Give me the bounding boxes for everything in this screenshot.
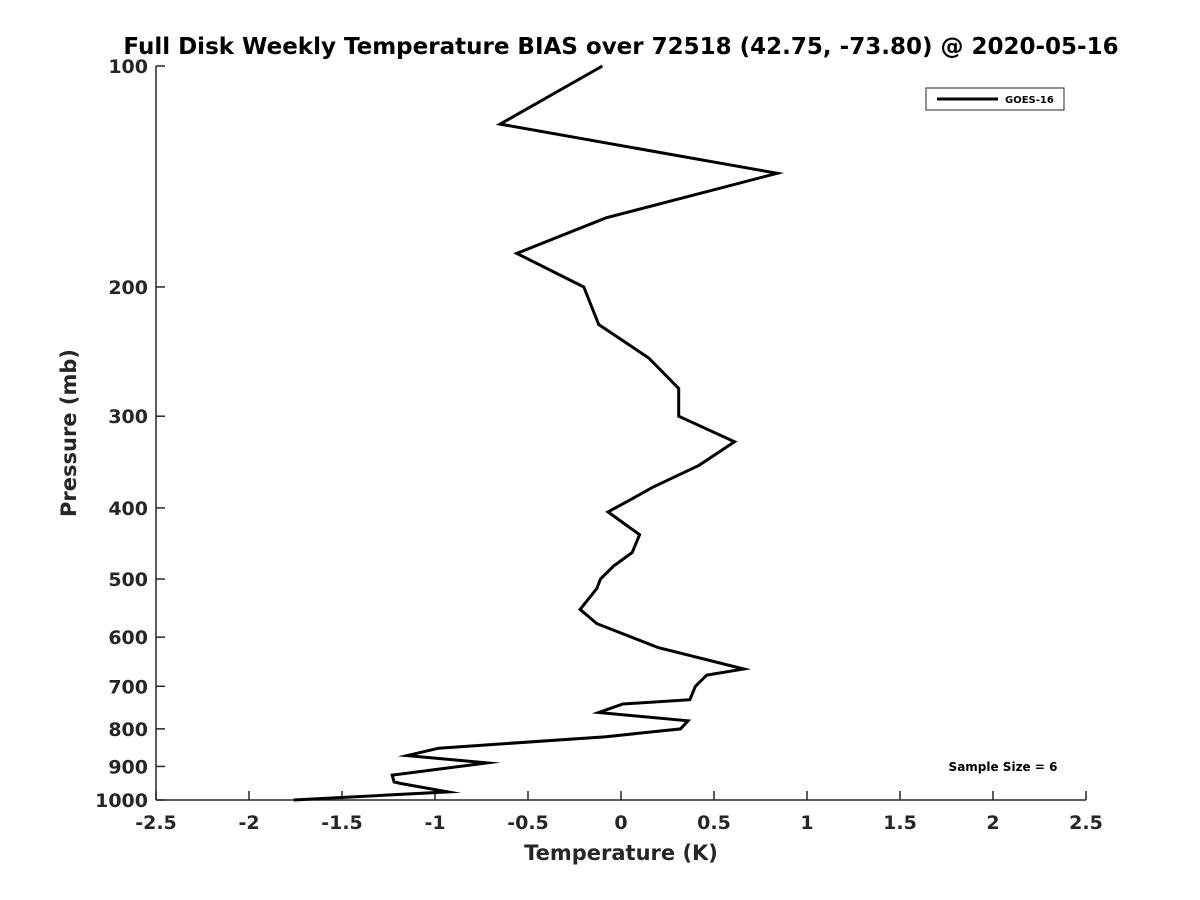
series-line-goes-16 (293, 64, 785, 802)
x-axis-label: Temperature (K) (524, 841, 718, 865)
y-tick-label: 500 (108, 569, 148, 591)
legend: GOES-16 (925, 87, 1065, 111)
x-tick-label: -2 (238, 812, 259, 834)
y-tick-label: 900 (108, 756, 148, 778)
x-tick-label: 1 (800, 812, 813, 834)
x-tick-label: -1 (424, 812, 445, 834)
y-tick-label: 400 (108, 498, 148, 520)
y-tick-label: 300 (108, 406, 148, 428)
x-tick-label: 1.5 (883, 812, 917, 834)
sample-size-annotation: Sample Size = 6 (949, 760, 1058, 774)
y-tick-label: 100 (108, 56, 148, 78)
x-tick-label: 0 (614, 812, 627, 834)
plot-area: -2.5 -2 -1.5 -1 -0.5 0 0.5 1 1.5 2 2.5 100 200 300 400… (95, 56, 1103, 834)
y-tick-label: 800 (108, 719, 148, 741)
x-tick-label: -0.5 (507, 812, 549, 834)
x-tick-label: 2 (986, 812, 999, 834)
y-tick-label: 200 (108, 277, 148, 299)
y-tick-label: 1000 (95, 790, 148, 812)
x-tick-label: 2.5 (1069, 812, 1103, 834)
legend-entry-goes-16: GOES-16 (1005, 95, 1054, 106)
x-tick-label: -1.5 (321, 812, 363, 834)
x-tick-label: -2.5 (135, 812, 177, 834)
y-tick-label: 700 (108, 676, 148, 698)
y-tick-label: 600 (108, 627, 148, 649)
y-axis-label: Pressure (mb) (57, 349, 81, 517)
x-tick-label: 0.5 (697, 812, 731, 834)
chart-title: Full Disk Weekly Temperature BIAS over 7… (123, 34, 1118, 60)
